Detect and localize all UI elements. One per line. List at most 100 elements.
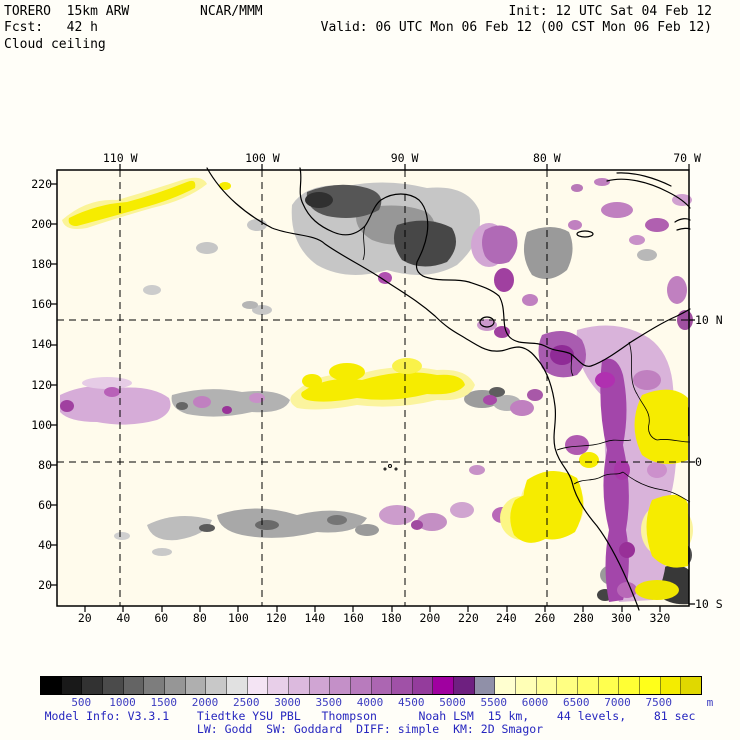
colorbar-segment bbox=[516, 677, 537, 694]
colorbar-segment bbox=[82, 677, 103, 694]
tick-label: 110 W bbox=[102, 151, 138, 165]
latitude-axis-right: 10 N 0 10 S bbox=[695, 170, 739, 611]
colorbar-segment bbox=[433, 677, 455, 694]
colorbar-segment bbox=[185, 677, 207, 694]
tick-label: 240 bbox=[495, 611, 517, 625]
map-panel bbox=[51, 164, 695, 612]
forecast-hour: Fcst: 42 h bbox=[4, 20, 98, 35]
tick-label: 200 bbox=[31, 217, 52, 232]
tick-label: 10 N bbox=[695, 312, 723, 327]
colorbar-segment bbox=[164, 677, 186, 694]
cloud-ceiling-field bbox=[60, 177, 693, 605]
colorbar-segment bbox=[557, 677, 579, 694]
colorbar-segment bbox=[660, 677, 682, 694]
colorbar-segment bbox=[206, 677, 227, 694]
tick-label: 0 bbox=[695, 455, 702, 470]
colorbar-tick-label: 7500 bbox=[645, 696, 673, 709]
tick-label: 180 bbox=[31, 257, 52, 272]
colorbar-tick-label: 2000 bbox=[191, 696, 219, 709]
tick-label: 60 bbox=[154, 611, 169, 625]
colorbar-segment bbox=[330, 677, 351, 694]
latlon-gridlines bbox=[57, 170, 689, 606]
colorbar-tick-label: 4500 bbox=[398, 696, 425, 709]
colorbar-segment bbox=[144, 677, 165, 694]
tick-label: 160 bbox=[31, 297, 52, 312]
center-name: NCAR/MMM bbox=[200, 4, 263, 19]
tick-label: 100 W bbox=[245, 151, 280, 165]
colorbar-segment bbox=[598, 677, 620, 694]
colorbar-segment bbox=[392, 677, 413, 694]
colorbar-tick-label: 1500 bbox=[150, 696, 178, 709]
colorbar-tick-label: 7000 bbox=[604, 696, 631, 709]
colorbar-segment bbox=[536, 677, 558, 694]
colorbar-segment bbox=[371, 677, 393, 694]
tick-label: 180 bbox=[380, 611, 402, 625]
colorbar-segment bbox=[350, 677, 372, 694]
tick-label: 140 bbox=[31, 337, 52, 352]
colorbar-segment bbox=[268, 677, 289, 694]
tick-label: 220 bbox=[458, 611, 479, 625]
valid-time: Valid: 06 UTC Mon 06 Feb 12 (00 CST Mon … bbox=[320, 20, 712, 35]
colorbar-tick-label: 5500 bbox=[480, 696, 508, 709]
colorbar-segment bbox=[681, 677, 701, 694]
init-time: Init: 12 UTC Sat 04 Feb 12 bbox=[508, 4, 713, 19]
tick-label: 10 S bbox=[695, 597, 723, 612]
colorbar bbox=[40, 676, 702, 695]
colorbar-segment bbox=[226, 677, 248, 694]
colorbar-segment bbox=[495, 677, 517, 694]
colorbar-tick-label: 500 bbox=[71, 696, 92, 709]
tick-label: 200 bbox=[419, 611, 441, 625]
tick-label: 100 bbox=[31, 417, 52, 432]
colorbar-tick-label: 6000 bbox=[521, 696, 549, 709]
tick-label: 80 bbox=[192, 611, 207, 625]
tick-label: 320 bbox=[649, 611, 671, 625]
tick-label: 80 W bbox=[532, 151, 561, 165]
longitude-axis-top: 110 W 100 W 90 W 80 W 70 W bbox=[57, 151, 701, 165]
tick-label: 160 bbox=[343, 611, 364, 625]
colorbar-segment bbox=[61, 677, 83, 694]
tick-label: 120 bbox=[31, 377, 52, 392]
colorbar-tick-label: 3000 bbox=[274, 696, 301, 709]
tick-label: 60 bbox=[38, 497, 52, 512]
tick-label: 20 bbox=[38, 578, 52, 593]
gridpoint-axis-bottom: 20 40 60 80 100 120 140 160 180 200 220 240 260 280 30… bbox=[57, 611, 689, 625]
colorbar-segment bbox=[309, 677, 331, 694]
tick-label: 120 bbox=[265, 611, 287, 625]
colorbar-tick-label: m bbox=[706, 696, 714, 709]
tick-label: 40 bbox=[38, 537, 52, 552]
tick-label: 300 bbox=[610, 611, 632, 625]
colorbar-tick-label: 3500 bbox=[315, 696, 343, 709]
colorbar-tick-label: 6500 bbox=[563, 696, 590, 709]
colorbar-segment bbox=[474, 677, 496, 694]
colorbar-segment bbox=[454, 677, 475, 694]
colorbar-segment bbox=[102, 677, 124, 694]
tick-label: 80 bbox=[38, 457, 52, 472]
colorbar-segment bbox=[578, 677, 599, 694]
gridpoint-axis-left: 220 200 180 160 140 120 100 80 60 40 20 bbox=[16, 170, 52, 606]
tick-label: 90 W bbox=[390, 151, 419, 165]
colorbar-tick-label: 5000 bbox=[439, 696, 466, 709]
map-frame bbox=[51, 164, 695, 612]
tick-label: 20 bbox=[77, 611, 92, 625]
colorbar-labels: 500 1000 1500 2000 2500 3000 3500 4000 4500 5000 5… bbox=[40, 696, 713, 709]
model-info-line1: Model Info: V3.3.1 Tiedtke YSU PBL Thomp… bbox=[44, 709, 696, 723]
model-title: TORERO 15km ARW bbox=[4, 4, 130, 19]
colorbar-segment bbox=[123, 677, 145, 694]
galapagos-islands bbox=[383, 464, 398, 471]
field-name: Cloud ceiling bbox=[4, 37, 106, 52]
tick-label: 140 bbox=[304, 611, 326, 625]
tick-label: 100 bbox=[227, 611, 249, 625]
tick-label: 220 bbox=[31, 176, 52, 191]
colorbar-tick-label: 4000 bbox=[356, 696, 384, 709]
colorbar-tick-label: 2500 bbox=[233, 696, 260, 709]
country-borders bbox=[362, 225, 691, 503]
tick-label: 70 W bbox=[673, 151, 701, 165]
tick-label: 280 bbox=[573, 611, 594, 625]
colorbar-segment bbox=[619, 677, 641, 694]
colorbar-segment bbox=[41, 677, 62, 694]
colorbar-segment bbox=[640, 677, 661, 694]
tick-label: 260 bbox=[534, 611, 556, 625]
colorbar-segment bbox=[247, 677, 269, 694]
colorbar-segment bbox=[288, 677, 310, 694]
